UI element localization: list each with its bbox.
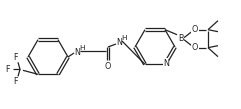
Text: H: H	[121, 35, 127, 41]
Text: N: N	[163, 59, 169, 68]
Text: F: F	[13, 77, 17, 86]
Text: B: B	[178, 34, 184, 43]
Text: O: O	[192, 43, 198, 52]
Text: H: H	[79, 45, 85, 51]
Text: F: F	[6, 65, 10, 74]
Text: N: N	[116, 38, 122, 47]
Text: N: N	[74, 48, 80, 57]
Text: F: F	[13, 53, 17, 62]
Text: O: O	[105, 62, 111, 71]
Text: O: O	[192, 25, 198, 34]
